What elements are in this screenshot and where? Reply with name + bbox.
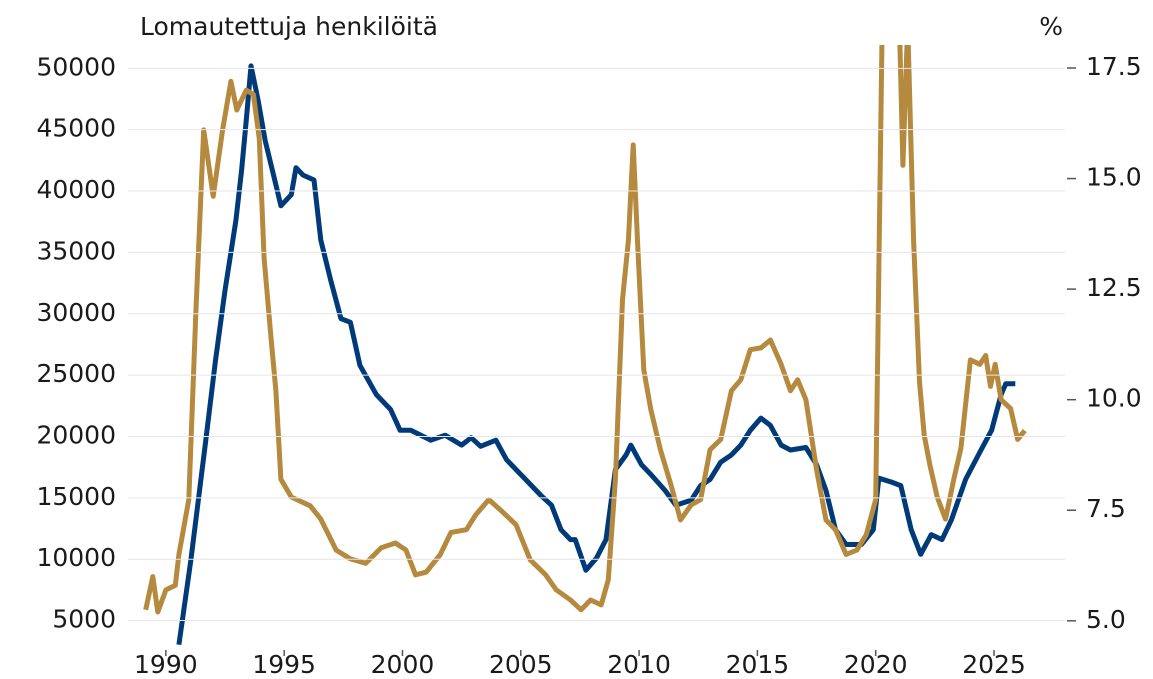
y2-tick-label: 17.5: [1086, 52, 1142, 81]
y-tick-label: 45000: [36, 114, 116, 143]
y2-axis-label: %: [1039, 12, 1063, 41]
x-tick-label: 2020: [844, 650, 908, 679]
x-tick-label: 1995: [252, 650, 316, 679]
plot-area: [143, 45, 1027, 646]
y-tick-label: 50000: [36, 52, 116, 81]
y-tick-label: 10000: [36, 543, 116, 572]
x-tick-label: 2010: [607, 650, 671, 679]
y-tick-label: 20000: [36, 420, 116, 449]
y-tick-label: 5000: [52, 605, 116, 634]
y-tick-label: 35000: [36, 236, 116, 265]
series-line: [143, 45, 1027, 615]
y-tick-label: 15000: [36, 482, 116, 511]
series-line: [176, 63, 1016, 646]
x-tick-label: 1990: [134, 650, 198, 679]
x-tick-label: 2000: [371, 650, 435, 679]
y-tick-label: 30000: [36, 298, 116, 327]
y2-tick-label: 5.0: [1086, 605, 1126, 634]
y2-tick-label: 12.5: [1086, 273, 1142, 302]
chart-title: Lomautettuja henkilöitä: [140, 12, 438, 41]
x-tick-label: 2025: [962, 650, 1026, 679]
x-tick-label: 2005: [489, 650, 553, 679]
y-tick-label: 40000: [36, 175, 116, 204]
y2-tick-label: 15.0: [1086, 163, 1142, 192]
y-tick-label: 25000: [36, 359, 116, 388]
x-tick-label: 2015: [726, 650, 790, 679]
y2-tick-label: 7.5: [1086, 494, 1126, 523]
y2-tick-label: 10.0: [1086, 384, 1142, 413]
